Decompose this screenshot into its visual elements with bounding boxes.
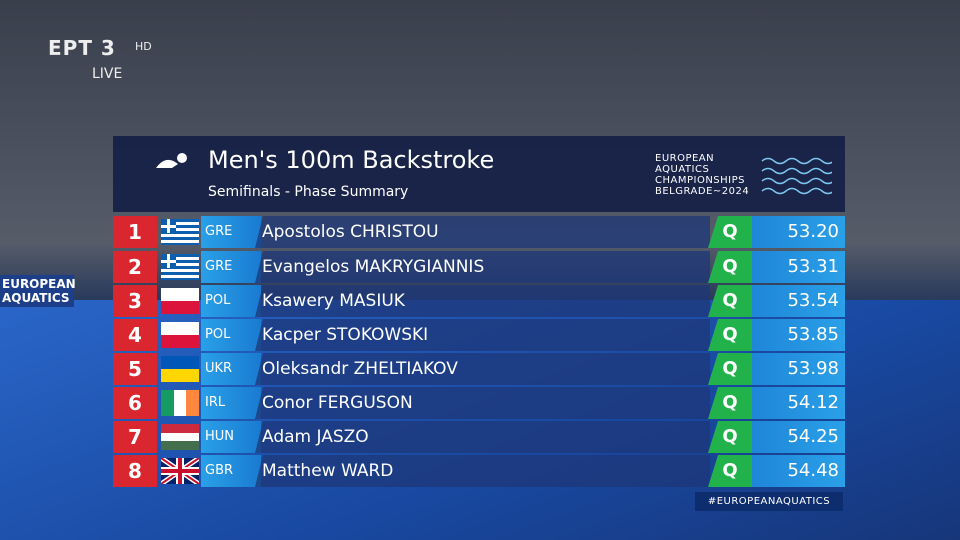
time: 53.20 — [752, 216, 845, 248]
country-code: POL — [201, 285, 261, 317]
time: 53.98 — [752, 353, 845, 385]
broadcaster-quality: HD — [135, 40, 152, 53]
qualifier: Q — [708, 285, 752, 317]
time: 53.85 — [752, 319, 845, 351]
logo-waves — [761, 157, 832, 195]
qualifier: Q — [708, 387, 752, 419]
country-code: GRE — [201, 216, 261, 248]
athlete-name: Oleksandr ZHELTIAKOV — [255, 353, 710, 385]
flag-pol — [161, 288, 199, 314]
qualifier: Q — [708, 353, 752, 385]
flag-irl — [161, 390, 199, 416]
hashtag: #EUROPEANAQUATICS — [695, 492, 843, 511]
rank: 4 — [113, 319, 157, 351]
athlete-name: Conor FERGUSON — [255, 387, 710, 419]
header-panel — [113, 136, 845, 212]
event-logo-line: CHAMPIONSHIPS — [655, 175, 745, 186]
rank: 2 — [113, 251, 157, 283]
time: 53.54 — [752, 285, 845, 317]
rank: 5 — [113, 353, 157, 385]
result-row: 1 GRE Apostolos CHRISTOU Q 53.20 — [113, 216, 845, 248]
subtitle: Semifinals - Phase Summary — [208, 184, 409, 200]
flag-pol — [161, 322, 199, 348]
country-code: HUN — [201, 421, 261, 453]
flag-gre — [161, 219, 199, 245]
result-row: 4 POL Kacper STOKOWSKI Q 53.85 — [113, 319, 845, 351]
qualifier: Q — [708, 251, 752, 283]
result-row: 5 UKR Oleksandr ZHELTIAKOV Q 53.98 — [113, 353, 845, 385]
time: 54.12 — [752, 387, 845, 419]
athlete-name: Ksawery MASIUK — [255, 285, 710, 317]
time: 53.31 — [752, 251, 845, 283]
event-logo: EUROPEAN AQUATICS CHAMPIONSHIPS BELGRADE… — [655, 153, 749, 197]
qualifier: Q — [708, 319, 752, 351]
result-row: 2 GRE Evangelos MAKRYGIANNIS Q 53.31 — [113, 251, 845, 283]
athlete-name: Apostolos CHRISTOU — [255, 216, 710, 248]
swim-icon — [156, 153, 187, 168]
event-logo-line: BELGRADE~2024 — [655, 186, 750, 197]
rank: 6 — [113, 387, 157, 419]
qualifier: Q — [708, 421, 752, 453]
result-row: 6 IRL Conor FERGUSON Q 54.12 — [113, 387, 845, 419]
flag-gre — [161, 254, 199, 280]
country-code: GRE — [201, 251, 261, 283]
rank: 8 — [113, 455, 157, 487]
qualifier: Q — [708, 455, 752, 487]
rank: 3 — [113, 285, 157, 317]
athlete-name: Evangelos MAKRYGIANNIS — [255, 251, 710, 283]
time: 54.48 — [752, 455, 845, 487]
signage: EUROPEAN AQUATICS — [0, 275, 76, 307]
country-code: GBR — [201, 455, 261, 487]
athlete-name: Matthew WARD — [255, 455, 710, 487]
flag-gbr — [161, 458, 199, 484]
result-row: 3 POL Ksawery MASIUK Q 53.54 — [113, 285, 845, 317]
country-code: IRL — [201, 387, 261, 419]
event-logo-line: EUROPEAN — [655, 153, 715, 164]
title: Men's 100m Backstroke — [208, 146, 495, 174]
rank: 7 — [113, 421, 157, 453]
broadcaster-logo: ΕΡΤ 3 — [48, 36, 116, 60]
country-code: UKR — [201, 353, 261, 385]
rank: 1 — [113, 216, 157, 248]
time: 54.25 — [752, 421, 845, 453]
live-badge: LIVE — [92, 66, 123, 82]
result-row: 7 HUN Adam JASZO Q 54.25 — [113, 421, 845, 453]
athlete-name: Kacper STOKOWSKI — [255, 319, 710, 351]
flag-ukr — [161, 356, 199, 382]
event-logo-line: AQUATICS — [655, 164, 710, 175]
flag-hun — [161, 424, 199, 450]
qualifier: Q — [708, 216, 752, 248]
result-row: 8 GBR Matthew WARD Q 54.48 — [113, 455, 845, 487]
country-code: POL — [201, 319, 261, 351]
athlete-name: Adam JASZO — [255, 421, 710, 453]
